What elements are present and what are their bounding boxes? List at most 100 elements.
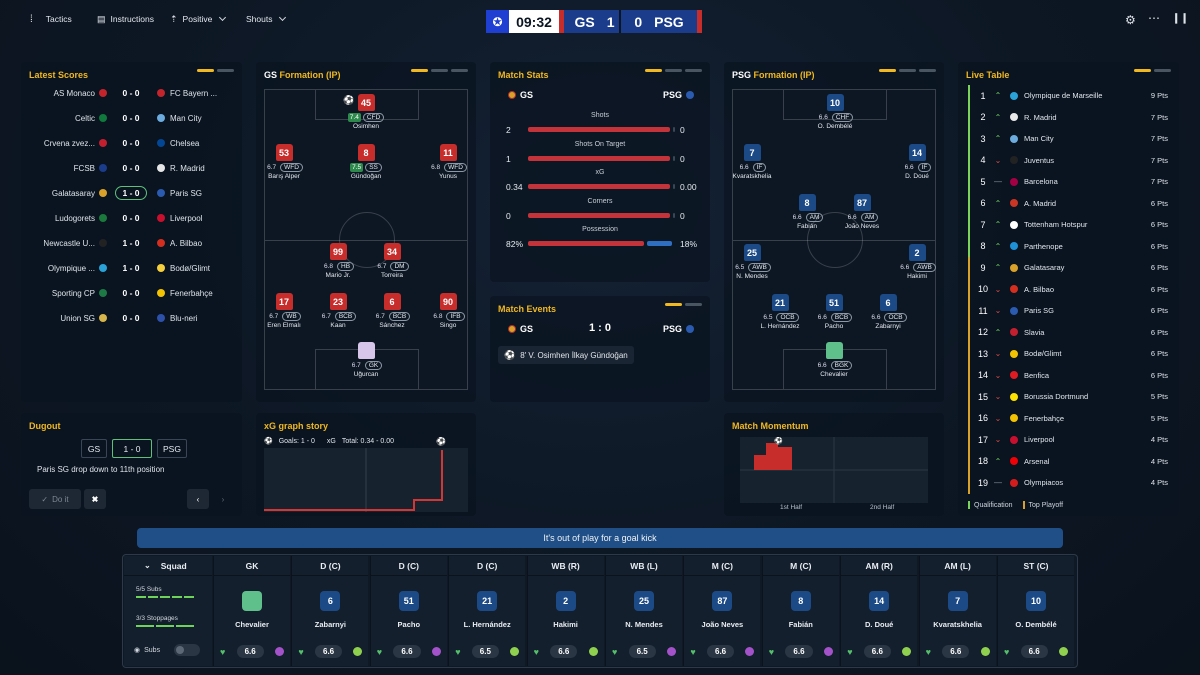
goal-event[interactable]: ⚽ 8' V. Osimhen İlkay Gündoğan: [498, 346, 634, 364]
panel-tabs[interactable]: [879, 69, 936, 72]
psg-player[interactable]: 6 6.6 OCB Zabarnyi: [858, 294, 918, 330]
match-score[interactable]: 0 - 0: [122, 163, 140, 173]
mentality-dropdown[interactable]: ⇡ Positive: [170, 9, 227, 29]
next-button[interactable]: ›: [212, 489, 234, 509]
gs-player[interactable]: 34 6.7 DM Torreira: [362, 243, 422, 279]
table-row[interactable]: 1 ⌃ Olympique de Marseille 9 Pts: [968, 85, 1168, 107]
previous-button[interactable]: ‹: [187, 489, 209, 509]
player-name: Kaan: [330, 322, 346, 329]
table-row[interactable]: 4 ⌄ Juventus 7 Pts: [968, 149, 1168, 171]
shirt-number: 45: [360, 97, 371, 108]
gs-player[interactable]: 90 6.8 IFB Singo: [418, 293, 478, 329]
gs-player[interactable]: 53 6.7 WFD Barış Alper: [254, 144, 314, 180]
table-row[interactable]: 14 ⌄ Benfica 6 Pts: [968, 364, 1168, 386]
table-row[interactable]: 8 ⌃ Parthenope 6 Pts: [968, 235, 1168, 257]
match-score[interactable]: 1 - 0: [115, 186, 147, 200]
psg-player[interactable]: 14 6.6 IF D. Doué: [887, 144, 947, 180]
dismiss-button[interactable]: ✖: [84, 489, 106, 509]
squad-player-card[interactable]: D (C) 6 Zabarnyi ♥ 6.6: [291, 556, 369, 666]
more-options-icon[interactable]: ⋯: [1148, 11, 1160, 25]
psg-player[interactable]: 7 6.6 IF Kvaratskhelia: [722, 144, 782, 180]
do-it-button[interactable]: ✓ Do it: [29, 489, 81, 509]
table-row[interactable]: 9 ⌃ Galatasaray 6 Pts: [968, 257, 1168, 279]
shirt-number: 10: [829, 97, 840, 108]
table-row[interactable]: 6 ⌃ A. Madrid 6 Pts: [968, 192, 1168, 214]
gs-player[interactable]: 99 6.8 HB Mario Jr.: [308, 243, 368, 279]
squad-player-card[interactable]: M (C) 87 João Neves ♥ 6.6: [683, 556, 761, 666]
player-meta: 6.6 AM: [832, 213, 892, 222]
panel-tabs[interactable]: [665, 303, 702, 306]
player-position: IF: [917, 163, 932, 172]
subs-visibility-toggle[interactable]: ◉ Subs: [134, 644, 201, 656]
psg-player[interactable]: 10 6.6 CHF O. Dembélé: [805, 94, 865, 130]
table-row[interactable]: 2 ⌃ R. Madrid 7 Pts: [968, 106, 1168, 128]
team-crest-icon: [1010, 91, 1018, 100]
tactics-menu[interactable]: ⁞ Tactics: [30, 9, 72, 29]
player-rating: 6.8: [433, 313, 443, 320]
match-score[interactable]: 1 - 0: [122, 238, 140, 248]
table-row[interactable]: 15 ⌄ Borussia Dortmund 5 Pts: [968, 386, 1168, 408]
table-row[interactable]: 7 ⌃ Tottenham Hotspur 6 Pts: [968, 214, 1168, 236]
match-score[interactable]: 0 - 0: [122, 288, 140, 298]
table-row[interactable]: 11 ⌄ Paris SG 6 Pts: [968, 300, 1168, 322]
squad-player-name: O. Dembélé: [1015, 620, 1057, 629]
match-score[interactable]: 0 - 0: [122, 313, 140, 323]
table-row[interactable]: 3 ⌃ Man City 7 Pts: [968, 128, 1168, 150]
psg-player[interactable]: 87 6.6 AM João Neves: [832, 194, 892, 230]
table-position: 11: [978, 305, 988, 316]
panel-tabs[interactable]: [197, 69, 234, 72]
instructions-menu[interactable]: ▤ Instructions: [97, 9, 154, 29]
squad-player-card[interactable]: GK Chevalier ♥ 6.6: [213, 556, 290, 666]
squad-player-card[interactable]: M (C) 8 Fabián ♥ 6.6: [761, 556, 839, 666]
psg-player[interactable]: 21 6.5 OCB L. Hernández: [750, 294, 810, 330]
squad-player-card[interactable]: ST (C) 10 O. Dembélé ♥ 6.6: [997, 556, 1074, 666]
table-row[interactable]: 10 ⌄ A. Bilbao 6 Pts: [968, 278, 1168, 300]
settings-gear-icon[interactable]: ⚙: [1125, 13, 1136, 27]
psg-player[interactable]: 6.6 BGK Chevalier: [804, 342, 864, 378]
match-score[interactable]: 0 - 0: [122, 88, 140, 98]
gs-player[interactable]: 6 6.7 BCB Sánchez: [362, 293, 422, 329]
table-row[interactable]: 16 ⌄ Fenerbahçe 5 Pts: [968, 407, 1168, 429]
squad-player-card[interactable]: D (C) 51 Pacho ♥ 6.6: [369, 556, 447, 666]
match-score[interactable]: 0 - 0: [122, 113, 140, 123]
table-row[interactable]: 19 — Olympiacos 4 Pts: [968, 472, 1168, 494]
squad-player-rating: 6.6: [707, 645, 735, 658]
squad-player-card[interactable]: WB (L) 25 N. Mendes ♥ 6.5: [605, 556, 682, 666]
pause-icon[interactable]: ❙❙: [1172, 13, 1189, 24]
squad-player-card[interactable]: AM (L) 7 Kvaratskhelia ♥ 6.6: [918, 556, 996, 666]
table-row[interactable]: 5 — Barcelona 7 Pts: [968, 171, 1168, 193]
team-crest-icon: [1010, 242, 1018, 251]
squad-player-card[interactable]: D (C) 21 L. Hernández ♥ 6.5: [448, 556, 526, 666]
table-row[interactable]: 17 ⌄ Liverpool 4 Pts: [968, 429, 1168, 451]
psg-player[interactable]: 25 6.5 AWB N. Mendes: [722, 244, 782, 280]
score-home-team: Union SG: [30, 309, 107, 327]
match-score[interactable]: 0 - 0: [122, 138, 140, 148]
gs-player[interactable]: 45 7.4 CFD Osimhen: [336, 94, 396, 130]
gs-player[interactable]: 17 6.7 WB Eren Elmalı: [254, 293, 314, 329]
psg-player[interactable]: 51 6.6 BCB Pacho: [804, 294, 864, 330]
panel-tabs[interactable]: [1134, 69, 1171, 72]
shouts-dropdown[interactable]: Shouts: [246, 9, 287, 29]
panel-tabs[interactable]: [411, 69, 468, 72]
gs-player[interactable]: 8 7.5 SS Gündoğan: [336, 144, 396, 180]
gs-player[interactable]: 6.7 GK Uğurcan: [336, 342, 396, 378]
squad-player-card[interactable]: WB (R) 2 Hakimi ♥ 6.6: [526, 556, 604, 666]
panel-tabs[interactable]: [645, 69, 702, 72]
events-away-label: PSG: [662, 324, 682, 334]
psg-player[interactable]: 8 6.6 AM Fabián: [777, 194, 837, 230]
team-crest-icon: [157, 89, 165, 97]
stat-home-bar: [528, 127, 670, 132]
squad-player-card[interactable]: AM (R) 14 D. Doué ♥ 6.6: [840, 556, 918, 666]
table-row[interactable]: 18 ⌃ Arsenal 4 Pts: [968, 450, 1168, 472]
no-change-icon: —: [994, 478, 1002, 488]
table-row[interactable]: 12 ⌃ Slavia 6 Pts: [968, 321, 1168, 343]
table-row[interactable]: 13 ⌄ Bodø/Glimt 6 Pts: [968, 343, 1168, 365]
squad-toggle[interactable]: ⌄ Squad: [124, 556, 212, 576]
gs-player[interactable]: 11 6.8 WFD Yunus: [418, 144, 478, 180]
match-score[interactable]: 0 - 0: [122, 213, 140, 223]
gs-player[interactable]: 23 6.7 BCB Kaan: [308, 293, 368, 329]
shirt-number: 10: [1030, 596, 1041, 606]
psg-player[interactable]: 2 6.6 AWB Hakimi: [887, 244, 947, 280]
table-points: 6 Pts: [1150, 370, 1168, 380]
match-score[interactable]: 1 - 0: [122, 263, 140, 273]
